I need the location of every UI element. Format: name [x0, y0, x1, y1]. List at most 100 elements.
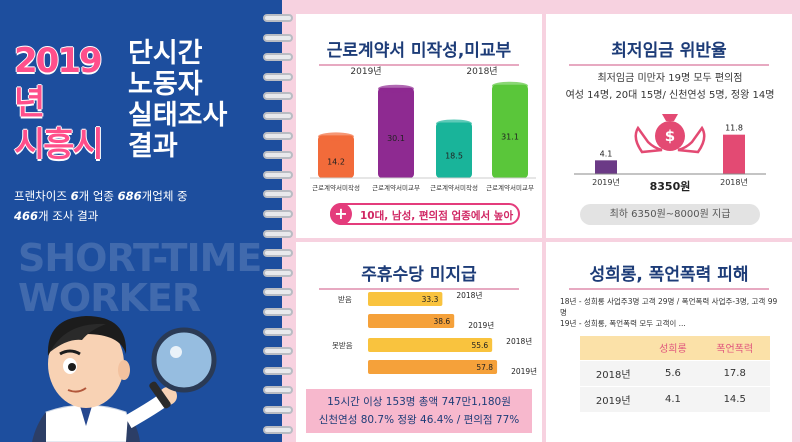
subtitle-number: 6	[70, 189, 79, 203]
data-label: 55.6	[471, 341, 488, 350]
subtitle-text: 개업체 중	[141, 189, 188, 203]
watermark: SHORT-TIME WORKER	[18, 236, 262, 320]
subtitle-text: 개 업종	[78, 189, 118, 203]
spiral-ring	[263, 249, 293, 258]
left-panel: 2019년 시흥시 단시간 노동자 실태조사 결과 프랜차이즈 6개 업종 68…	[0, 0, 282, 442]
bar	[492, 84, 528, 178]
plus-icon: +	[330, 203, 352, 225]
spiral-binding	[263, 6, 293, 442]
tick-label: 근로계약서미작성	[312, 183, 360, 192]
contract-panel-title: 근로계약서 미작성,미교부	[296, 36, 542, 66]
year-label: 2019년	[14, 41, 103, 123]
title-line: 단시간	[128, 38, 203, 69]
data-label: 38.6	[434, 317, 451, 326]
spiral-ring	[263, 112, 293, 120]
bar	[436, 122, 472, 178]
subtitle-number: 466	[14, 209, 39, 223]
spiral-ring	[263, 366, 293, 375]
main-title: 단시간 노동자 실태조사 결과	[128, 38, 227, 162]
year-label: 2019년	[511, 366, 537, 376]
bar	[723, 134, 745, 174]
watermark-line: WORKER	[18, 276, 201, 320]
bar	[368, 360, 498, 374]
min-wage-bar-chart: $ 8350원 4.1 2019년 11.8 2018년	[574, 114, 766, 193]
tick-label: 2019년	[592, 177, 620, 187]
spiral-ring	[263, 190, 293, 199]
table-header-cell	[580, 336, 647, 360]
spiral-ring	[263, 308, 293, 316]
title-line: 노동자	[128, 69, 203, 100]
year-label: 2018년	[456, 290, 482, 300]
harassment-text-line: 19년 - 성희롱, 폭언폭력 모두 고객이 ...	[560, 319, 686, 328]
bar	[378, 87, 414, 178]
contract-callout: + 10대, 남성, 편의점 업종에서 높아	[330, 203, 520, 225]
year-label: 2019년	[468, 320, 494, 330]
spiral-ring	[263, 347, 293, 356]
title-line: 결과	[128, 131, 178, 162]
bar	[595, 160, 617, 174]
tick-label: 근로계약서미교부	[486, 183, 534, 192]
min-wage-pay-range: 최하 6350원~8000원 지급	[580, 204, 760, 225]
subtitle-number: 686	[117, 189, 142, 203]
tick-label: 근로계약서미교부	[372, 183, 420, 192]
overtime-summary-line: 신천연성 80.7% 정왕 46.4% / 편의점 77%	[318, 414, 520, 426]
subtitle-text: 프랜차이즈	[14, 189, 71, 203]
svg-text:$: $	[665, 127, 675, 145]
spiral-ring	[263, 386, 293, 395]
data-label: 14.2	[327, 158, 345, 167]
spiral-ring	[263, 53, 293, 62]
data-label: 11.8	[725, 124, 743, 133]
spiral-ring	[263, 72, 293, 81]
watermark-line: SHORT-TIME	[18, 236, 262, 280]
year-city-heading: 2019년 시흥시	[14, 40, 126, 166]
group-label: 2019년	[350, 66, 381, 77]
bar-cap	[378, 84, 414, 93]
spiral-ring	[263, 151, 293, 160]
table-header-row: 성희롱 폭언폭력	[580, 336, 770, 360]
bar	[368, 314, 455, 328]
spiral-ring	[263, 268, 293, 277]
harassment-text: 18년 - 성희롱 사업주3명 고객 29명 / 폭언폭력 사업주-3명, 고객…	[560, 296, 782, 329]
tick-label: 근로계약서미작성	[430, 183, 478, 192]
group-label: 2018년	[466, 66, 497, 77]
spiral-ring	[263, 14, 293, 22]
table-header-cell: 성희롱	[646, 336, 700, 360]
group-label: 받음	[338, 294, 352, 304]
data-label: 31.1	[501, 132, 519, 141]
bar-cap	[318, 132, 354, 141]
bar-cap	[436, 119, 472, 128]
spiral-ring	[263, 288, 293, 297]
money-bag-hand-icon: $	[634, 114, 706, 154]
spiral-ring	[263, 406, 293, 414]
table-cell: 5.6	[646, 359, 700, 386]
subtitle-text: 개 조사 결과	[38, 209, 99, 223]
min-wage-info: 최저임금 미만자 19명 모두 편의점 여성 14명, 20대 15명/ 신천연…	[560, 70, 780, 104]
table-cell: 17.8	[699, 359, 770, 386]
spiral-ring	[263, 170, 293, 179]
callout-text: 10대, 남성, 편의점 업종에서 높아	[360, 210, 514, 222]
data-label: 30.1	[387, 134, 405, 143]
spiral-ring	[263, 425, 293, 434]
year-label: 2018년	[506, 336, 532, 346]
min-wage-panel-title: 최저임금 위반율	[546, 36, 792, 66]
contract-bar-chart: 2019년 2018년 14.2 근로계약서미작성 30.1 근로계약서미교부 18.5 근로…	[310, 66, 536, 192]
tick-label: 2018년	[720, 177, 748, 187]
harassment-table: 성희롱 폭언폭력 2018년 5.6 17.8 2019년 4.1 14.5	[580, 336, 770, 412]
harassment-text-line: 18년 - 성희롱 사업주3명 고객 29명 / 폭언폭력 사업주-3명, 고객…	[560, 297, 778, 317]
spiral-ring	[263, 210, 293, 218]
spiral-ring	[263, 131, 293, 140]
spiral-ring	[263, 229, 293, 238]
harassment-panel-title: 성희롱, 폭언폭력 피해	[546, 260, 792, 290]
spiral-ring	[263, 92, 293, 101]
bar-cap	[492, 81, 528, 90]
character-with-magnifier-illustration	[32, 316, 217, 442]
bar	[318, 135, 354, 178]
title-line: 실태조사	[128, 100, 228, 131]
data-label: 57.8	[476, 363, 493, 372]
table-cell: 2018년	[580, 359, 647, 386]
min-wage-info-line: 최저임금 미만자 19명 모두 편의점	[597, 73, 743, 84]
spiral-ring	[263, 327, 293, 336]
table-row: 2018년 5.6 17.8	[580, 359, 770, 386]
overtime-summary: 15시간 이상 153명 총액 747만1,180원 신천연성 80.7% 정왕…	[306, 389, 532, 433]
table-cell: 2019년	[580, 385, 647, 412]
